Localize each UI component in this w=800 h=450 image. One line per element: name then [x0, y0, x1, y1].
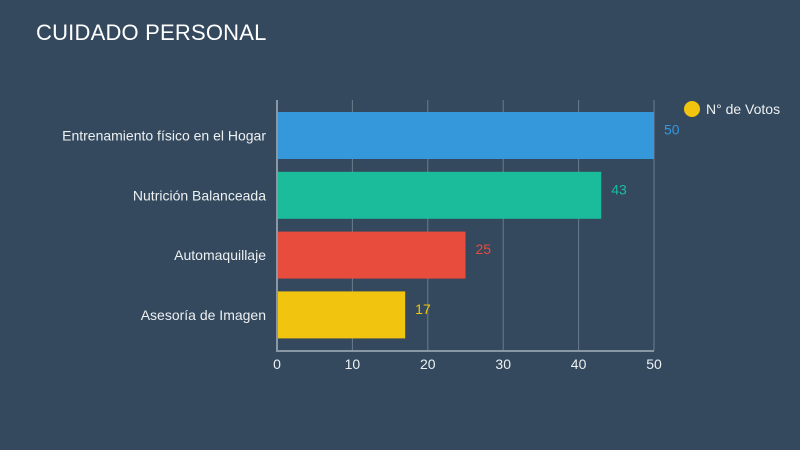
x-tick-label: 20	[420, 356, 436, 372]
x-tick-label: 50	[646, 356, 662, 372]
chart-title: CUIDADO PERSONAL	[36, 20, 267, 45]
category-label: Nutrición Balanceada	[133, 187, 266, 203]
axes	[276, 100, 654, 352]
value-label: 25	[476, 241, 492, 257]
bars	[277, 112, 654, 339]
category-label: Entrenamiento físico en el Hogar	[62, 128, 266, 144]
value-label: 50	[664, 122, 680, 138]
x-tick-label: 30	[495, 356, 511, 372]
value-label: 17	[415, 301, 431, 317]
x-tick-label: 10	[345, 356, 361, 372]
bar[interactable]	[277, 231, 466, 279]
legend-label[interactable]: N° de Votos	[706, 101, 780, 117]
bar[interactable]	[277, 112, 654, 159]
legend-marker-icon[interactable]	[684, 101, 700, 117]
category-label: Automaquillaje	[174, 247, 266, 263]
category-label: Asesoría de Imagen	[141, 307, 266, 323]
legend[interactable]: N° de Votos	[684, 101, 780, 117]
bar[interactable]	[277, 291, 406, 339]
value-label: 43	[611, 181, 627, 197]
bar[interactable]	[277, 171, 602, 219]
labels: 0 10 20 30 40 50 Entrenamiento físico en el Ho…	[62, 122, 680, 373]
x-tick-label: 40	[571, 356, 587, 372]
x-tick-label: 0	[273, 356, 281, 372]
